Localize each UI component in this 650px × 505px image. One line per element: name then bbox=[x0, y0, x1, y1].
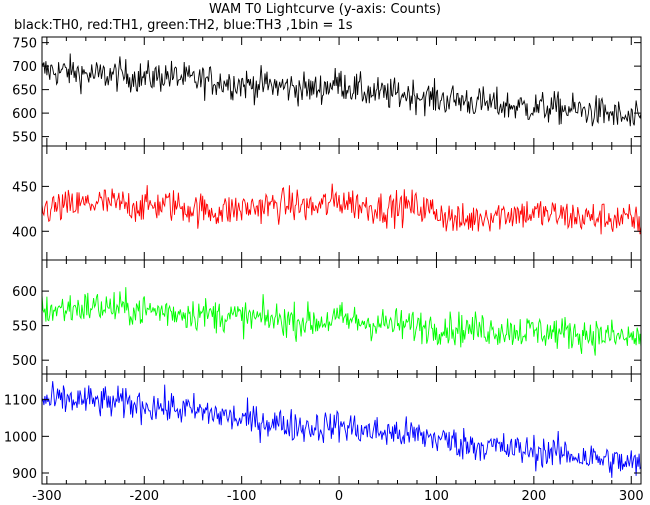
panel-frame-th3 bbox=[41, 373, 642, 485]
y-tick-label: 500 bbox=[12, 354, 37, 369]
y-tick-label: 400 bbox=[12, 225, 37, 240]
chart-title: WAM T0 Lightcurve (y-axis: Counts) bbox=[209, 2, 441, 17]
x-tick-label: 100 bbox=[424, 489, 449, 504]
panel-frame-th2 bbox=[41, 259, 642, 375]
panel-frame-th1 bbox=[41, 145, 642, 261]
x-tick-label: -300 bbox=[32, 489, 62, 504]
x-tick-label: -200 bbox=[130, 489, 160, 504]
series-line-th1 bbox=[42, 183, 641, 235]
y-tick-label: 700 bbox=[12, 60, 37, 75]
x-tick-label: -100 bbox=[227, 489, 257, 504]
y-tick-label: 1100 bbox=[4, 394, 37, 409]
x-tick-label: 200 bbox=[521, 489, 546, 504]
series-line-th2 bbox=[42, 287, 641, 356]
y-tick-label: 600 bbox=[12, 285, 37, 300]
y-tick-label: 550 bbox=[12, 320, 37, 335]
y-tick-label: 750 bbox=[12, 37, 37, 52]
y-tick-label: 1000 bbox=[4, 430, 37, 445]
x-tick-label: 0 bbox=[335, 489, 343, 504]
series-line-th0 bbox=[42, 53, 641, 127]
y-tick-label: 550 bbox=[12, 131, 37, 146]
x-tick-label: 300 bbox=[619, 489, 644, 504]
y-tick-label: 900 bbox=[12, 467, 37, 482]
chart-subtitle: black:TH0, red:TH1, green:TH2, blue:TH3 … bbox=[14, 18, 353, 33]
y-tick-label: 650 bbox=[12, 84, 37, 99]
y-tick-label: 450 bbox=[12, 180, 37, 195]
series-line-th3 bbox=[42, 381, 641, 478]
y-tick-label: 600 bbox=[12, 107, 37, 122]
